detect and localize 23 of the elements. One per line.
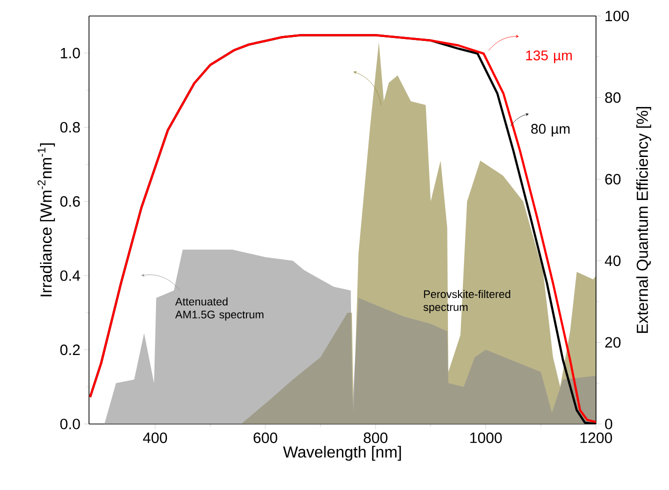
y2-axis-title: External Quantum Efficiency [%]: [636, 107, 652, 333]
y-tick-label: 0.2: [60, 344, 80, 356]
y2-tick-label: 60: [605, 174, 621, 184]
legend-label: 135 µm: [526, 50, 572, 64]
y2-tick-label: 80: [605, 92, 621, 103]
legend-label: 80 µm: [531, 124, 570, 137]
y-axis-title: Irradiance [Wm$^{-2}$nm$^{-1}$]: [38, 143, 55, 296]
y2-tick-label: 0: [605, 418, 612, 430]
y-tick-label: 0.6: [60, 196, 80, 207]
x-tick-label: 400: [143, 432, 168, 444]
series-label: Attenuated AM1.5G spectrum: [175, 297, 264, 321]
x-tick-label: 600: [254, 432, 278, 444]
y-tick-label: 0.8: [60, 122, 80, 133]
y2-tick-label: 100: [606, 10, 629, 22]
y-tick-label: 1.0: [60, 48, 80, 58]
y2-tick-label: 20: [605, 337, 621, 348]
x-tick-label: 800: [364, 432, 388, 444]
y-tick-label: 0.4: [60, 270, 80, 281]
y-tick-label: 0.0: [60, 418, 80, 430]
x-axis-title: Wavelength [nm]: [283, 446, 401, 461]
x-tick-label: 1000: [470, 432, 502, 444]
x-tick-label: 1200: [580, 432, 612, 444]
y2-tick-label: 40: [604, 255, 621, 266]
